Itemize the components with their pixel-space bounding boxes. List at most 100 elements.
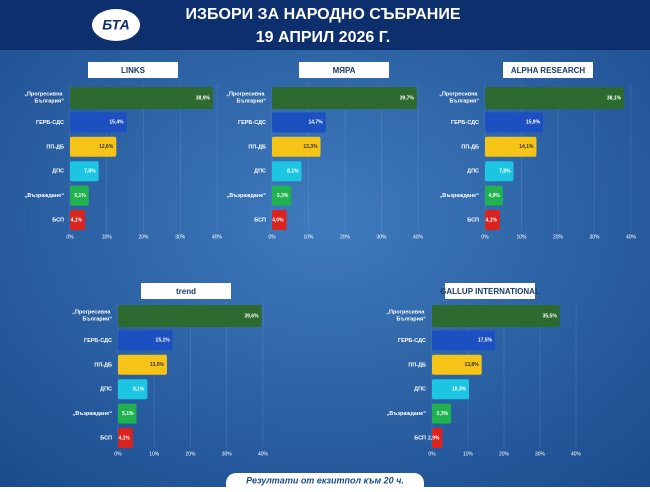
value-label: 8,1% [133, 387, 145, 393]
category-label: БСП [100, 435, 112, 441]
value-label: 4,1% [486, 217, 498, 223]
logo-badge [92, 9, 140, 41]
x-tick-label: 40% [212, 234, 223, 240]
logo-box [503, 62, 593, 78]
category-label: БСП [414, 435, 426, 441]
category-label: ДПС [414, 387, 426, 393]
x-tick-label: 0% [268, 234, 276, 240]
category-label: „Възраждане“ [73, 411, 113, 417]
bar [70, 87, 213, 109]
category-label: ПП-ДБ [408, 362, 426, 368]
category-label: ПП-ДБ [461, 144, 479, 150]
value-label: 13,3% [303, 144, 318, 150]
category-label: БСП [254, 217, 266, 223]
value-label: 12,6% [99, 144, 114, 150]
x-tick-label: 30% [535, 451, 546, 457]
bar [432, 379, 470, 400]
value-label: 7,8% [84, 169, 96, 175]
bar [118, 354, 167, 375]
value-label: 17,5% [478, 338, 493, 344]
bar [272, 210, 287, 230]
value-label: 5,1% [122, 411, 134, 417]
category-label: ДПС [100, 387, 112, 393]
category-label: ПП-ДБ [46, 144, 64, 150]
chart-title: ALPHA RESEARCH [511, 66, 586, 75]
x-tick-label: 40% [258, 451, 269, 457]
category-label: ГЕРБ-СДС [451, 120, 479, 126]
value-label: 14,1% [519, 144, 534, 150]
bar [272, 112, 326, 133]
x-tick-label: 0% [114, 451, 122, 457]
x-tick-label: 10% [149, 451, 160, 457]
x-tick-label: 30% [589, 234, 600, 240]
category-label: „Възраждане“ [387, 411, 427, 417]
category-label: „Прогресивна България“ [226, 92, 266, 105]
value-label: 7,8% [499, 169, 511, 175]
category-label: „Прогресивна България“ [439, 92, 479, 105]
chart-title: LINKS [121, 66, 146, 75]
chart-title: trend [176, 287, 196, 296]
value-label: 14,7% [308, 120, 323, 126]
category-label: ПП-ДБ [248, 144, 266, 150]
x-tick-label: 0% [428, 451, 436, 457]
x-tick-label: 40% [413, 234, 424, 240]
category-label: „Прогресивна България“ [24, 92, 64, 105]
logo-box [141, 283, 231, 299]
bar [485, 210, 500, 230]
value-label: 5,3% [277, 193, 289, 199]
logo-box [299, 62, 389, 78]
logo-box [445, 283, 535, 299]
category-label: БСП [52, 217, 64, 223]
x-tick-label: 20% [340, 234, 351, 240]
bar [118, 330, 173, 351]
x-tick-label: 0% [66, 234, 74, 240]
category-label: „Прогресивна България“ [72, 310, 112, 323]
value-label: 13,5% [150, 362, 165, 368]
bar [272, 161, 302, 182]
x-tick-label: 40% [571, 451, 582, 457]
bar [485, 136, 537, 157]
category-label: „Възраждане“ [25, 193, 65, 199]
bar [432, 354, 482, 375]
x-tick-label: 20% [553, 234, 564, 240]
bar [432, 403, 452, 424]
value-label: 4,1% [118, 435, 130, 441]
category-label: ГЕРБ-СДС [398, 338, 426, 344]
bar [485, 161, 514, 182]
value-label: 10,3% [452, 387, 467, 393]
x-tick-label: 10% [463, 451, 474, 457]
x-tick-label: 10% [102, 234, 113, 240]
bar [432, 305, 560, 327]
bar [485, 112, 544, 133]
value-label: 15,1% [156, 338, 171, 344]
x-tick-label: 40% [626, 234, 637, 240]
bar [70, 210, 86, 230]
value-label: 39,7% [400, 95, 415, 101]
subtitle: 19 АПРИЛ 2026 Г. [256, 29, 390, 46]
value-label: 38,9% [196, 95, 211, 101]
logo-box [88, 62, 178, 78]
title: ИЗБОРИ ЗА НАРОДНО СЪБРАНИЕ [185, 6, 460, 23]
x-tick-label: 10% [303, 234, 314, 240]
bar [70, 185, 89, 206]
bar [118, 305, 262, 327]
category-label: ДПС [52, 169, 64, 175]
x-tick-label: 20% [499, 451, 510, 457]
category-label: „Възраждане“ [227, 193, 267, 199]
value-label: 4,9% [488, 193, 500, 199]
bar [70, 161, 99, 182]
category-label: БСП [467, 217, 479, 223]
bar [272, 136, 321, 157]
bar [70, 136, 117, 157]
x-tick-label: 0% [481, 234, 489, 240]
x-tick-label: 30% [222, 451, 233, 457]
value-label: 2,9% [428, 435, 440, 441]
x-tick-label: 20% [185, 451, 196, 457]
bar [118, 403, 137, 424]
x-tick-label: 30% [175, 234, 186, 240]
value-label: 4,0% [272, 217, 284, 223]
chart-title: GALLUP INTERNATIONAL [440, 287, 540, 296]
bar [118, 379, 148, 400]
